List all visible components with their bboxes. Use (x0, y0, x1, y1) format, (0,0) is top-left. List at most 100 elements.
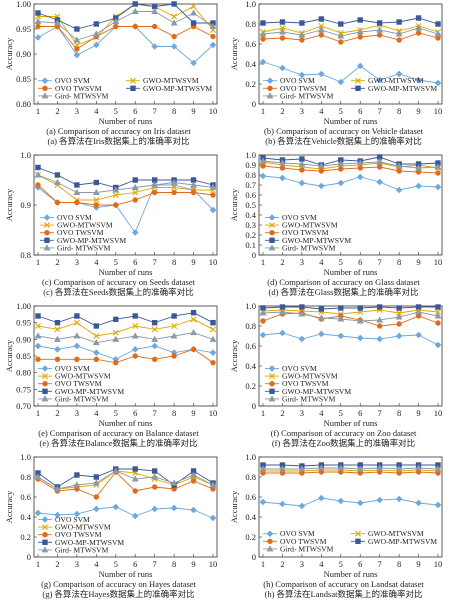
legend-marker (268, 244, 276, 251)
data-point (190, 189, 197, 196)
x-tick-label: 10 (209, 559, 218, 569)
data-point (209, 206, 217, 214)
data-point (190, 346, 197, 353)
legend-entry: OVO SVM (57, 213, 92, 222)
data-point (337, 332, 345, 340)
data-point (74, 182, 80, 188)
x-tick-label: 8 (397, 559, 401, 569)
x-tick-label: 9 (191, 559, 195, 569)
data-point (34, 171, 42, 178)
data-point (151, 484, 158, 490)
data-point (395, 495, 403, 503)
data-point (34, 509, 42, 517)
data-point (171, 33, 177, 40)
data-point (112, 192, 119, 198)
series-line (37, 468, 214, 488)
data-point (415, 30, 422, 36)
data-point (93, 494, 100, 500)
y-tick-label: 0.2 (245, 381, 256, 391)
data-point (434, 312, 442, 319)
data-point (93, 202, 100, 208)
x-tick-label: 5 (114, 106, 118, 116)
series-line (37, 332, 214, 344)
data-point (34, 473, 42, 480)
data-point (35, 164, 41, 171)
data-point (396, 310, 403, 316)
y-tick-label: 0.85 (16, 74, 31, 84)
data-point (209, 481, 217, 488)
data-point (395, 313, 403, 320)
series-line (262, 311, 439, 322)
data-point (93, 21, 100, 27)
y-axis-label: Accuracy (4, 339, 14, 372)
x-tick-label: 5 (339, 559, 343, 569)
x-tick-label: 5 (114, 257, 118, 267)
data-point (92, 30, 100, 37)
x-tick-label: 8 (397, 106, 401, 116)
x-tick-label: 8 (397, 408, 401, 418)
x-tick-label: 10 (209, 257, 218, 267)
data-point (74, 356, 80, 363)
legend-marker (268, 214, 276, 221)
data-point (318, 23, 325, 29)
data-point (170, 178, 178, 185)
data-point (337, 78, 345, 86)
caption-chinese: (e) 各算法在Balance数据集上的准确率对比 (40, 438, 198, 448)
legend-entry: Gird- MTWSVM (55, 91, 109, 100)
series-line (37, 167, 214, 188)
data-point (434, 501, 442, 509)
data-point (278, 28, 286, 35)
data-point (209, 183, 217, 190)
data-point (170, 43, 178, 50)
caption-chinese: (b) 各算法在Vehicle数据集上的准确率对比 (265, 136, 422, 146)
data-point (54, 346, 61, 353)
data-point (318, 494, 325, 502)
series-line (38, 25, 214, 50)
data-point (132, 488, 138, 494)
data-point (190, 478, 197, 484)
data-point (73, 319, 80, 326)
data-point (259, 465, 267, 472)
data-point (54, 199, 61, 206)
caption-chinese: (h) 各算法在Landsat数据集上的准确率对比 (265, 589, 423, 599)
data-point (190, 181, 198, 188)
data-point (54, 319, 61, 326)
data-point (279, 19, 286, 25)
x-tick-label: 4 (94, 408, 99, 418)
data-point (396, 37, 402, 43)
series-line (37, 312, 214, 327)
caption-english: (c) Comparison of accuracy on Seeds data… (42, 277, 196, 287)
legend-marker (42, 373, 48, 380)
x-tick-label: 9 (416, 106, 420, 116)
y-tick-label: 0.6 (20, 492, 31, 502)
x-tick-label: 3 (75, 106, 79, 116)
legend-entry: GWO-MP-MTWSVM (55, 538, 124, 547)
data-point (318, 16, 325, 22)
data-point (112, 503, 120, 511)
data-point (92, 479, 100, 486)
y-tick-label: 0.80 (16, 99, 31, 109)
data-point (415, 15, 422, 21)
data-point (73, 332, 81, 339)
legend-entry: Gird- MTWSVM (55, 545, 109, 554)
data-point (190, 20, 197, 26)
series-line (37, 174, 213, 201)
legend-entry: OVO TWSVM (57, 228, 104, 237)
data-point (151, 356, 158, 363)
legend-marker (41, 395, 49, 402)
x-axis-label: Number of runs (324, 116, 378, 126)
x-tick-label: 1 (36, 257, 40, 267)
data-point (338, 166, 344, 172)
data-point (171, 189, 177, 196)
legend-entry: OVO SVM (280, 529, 315, 538)
data-point (376, 178, 383, 186)
data-point (259, 498, 267, 506)
data-point (395, 30, 403, 37)
data-point (415, 499, 422, 507)
legend-marker (269, 222, 275, 229)
chart-panel: 0 0.2 0.4 0.6 0.8 1.0 1 2 3 4 5 6 7 8 9 10 Number of run… (229, 0, 443, 146)
x-tick-label: 8 (172, 257, 176, 267)
legend-marker (269, 237, 275, 243)
x-tick-label: 8 (397, 257, 401, 267)
data-point (415, 164, 423, 171)
